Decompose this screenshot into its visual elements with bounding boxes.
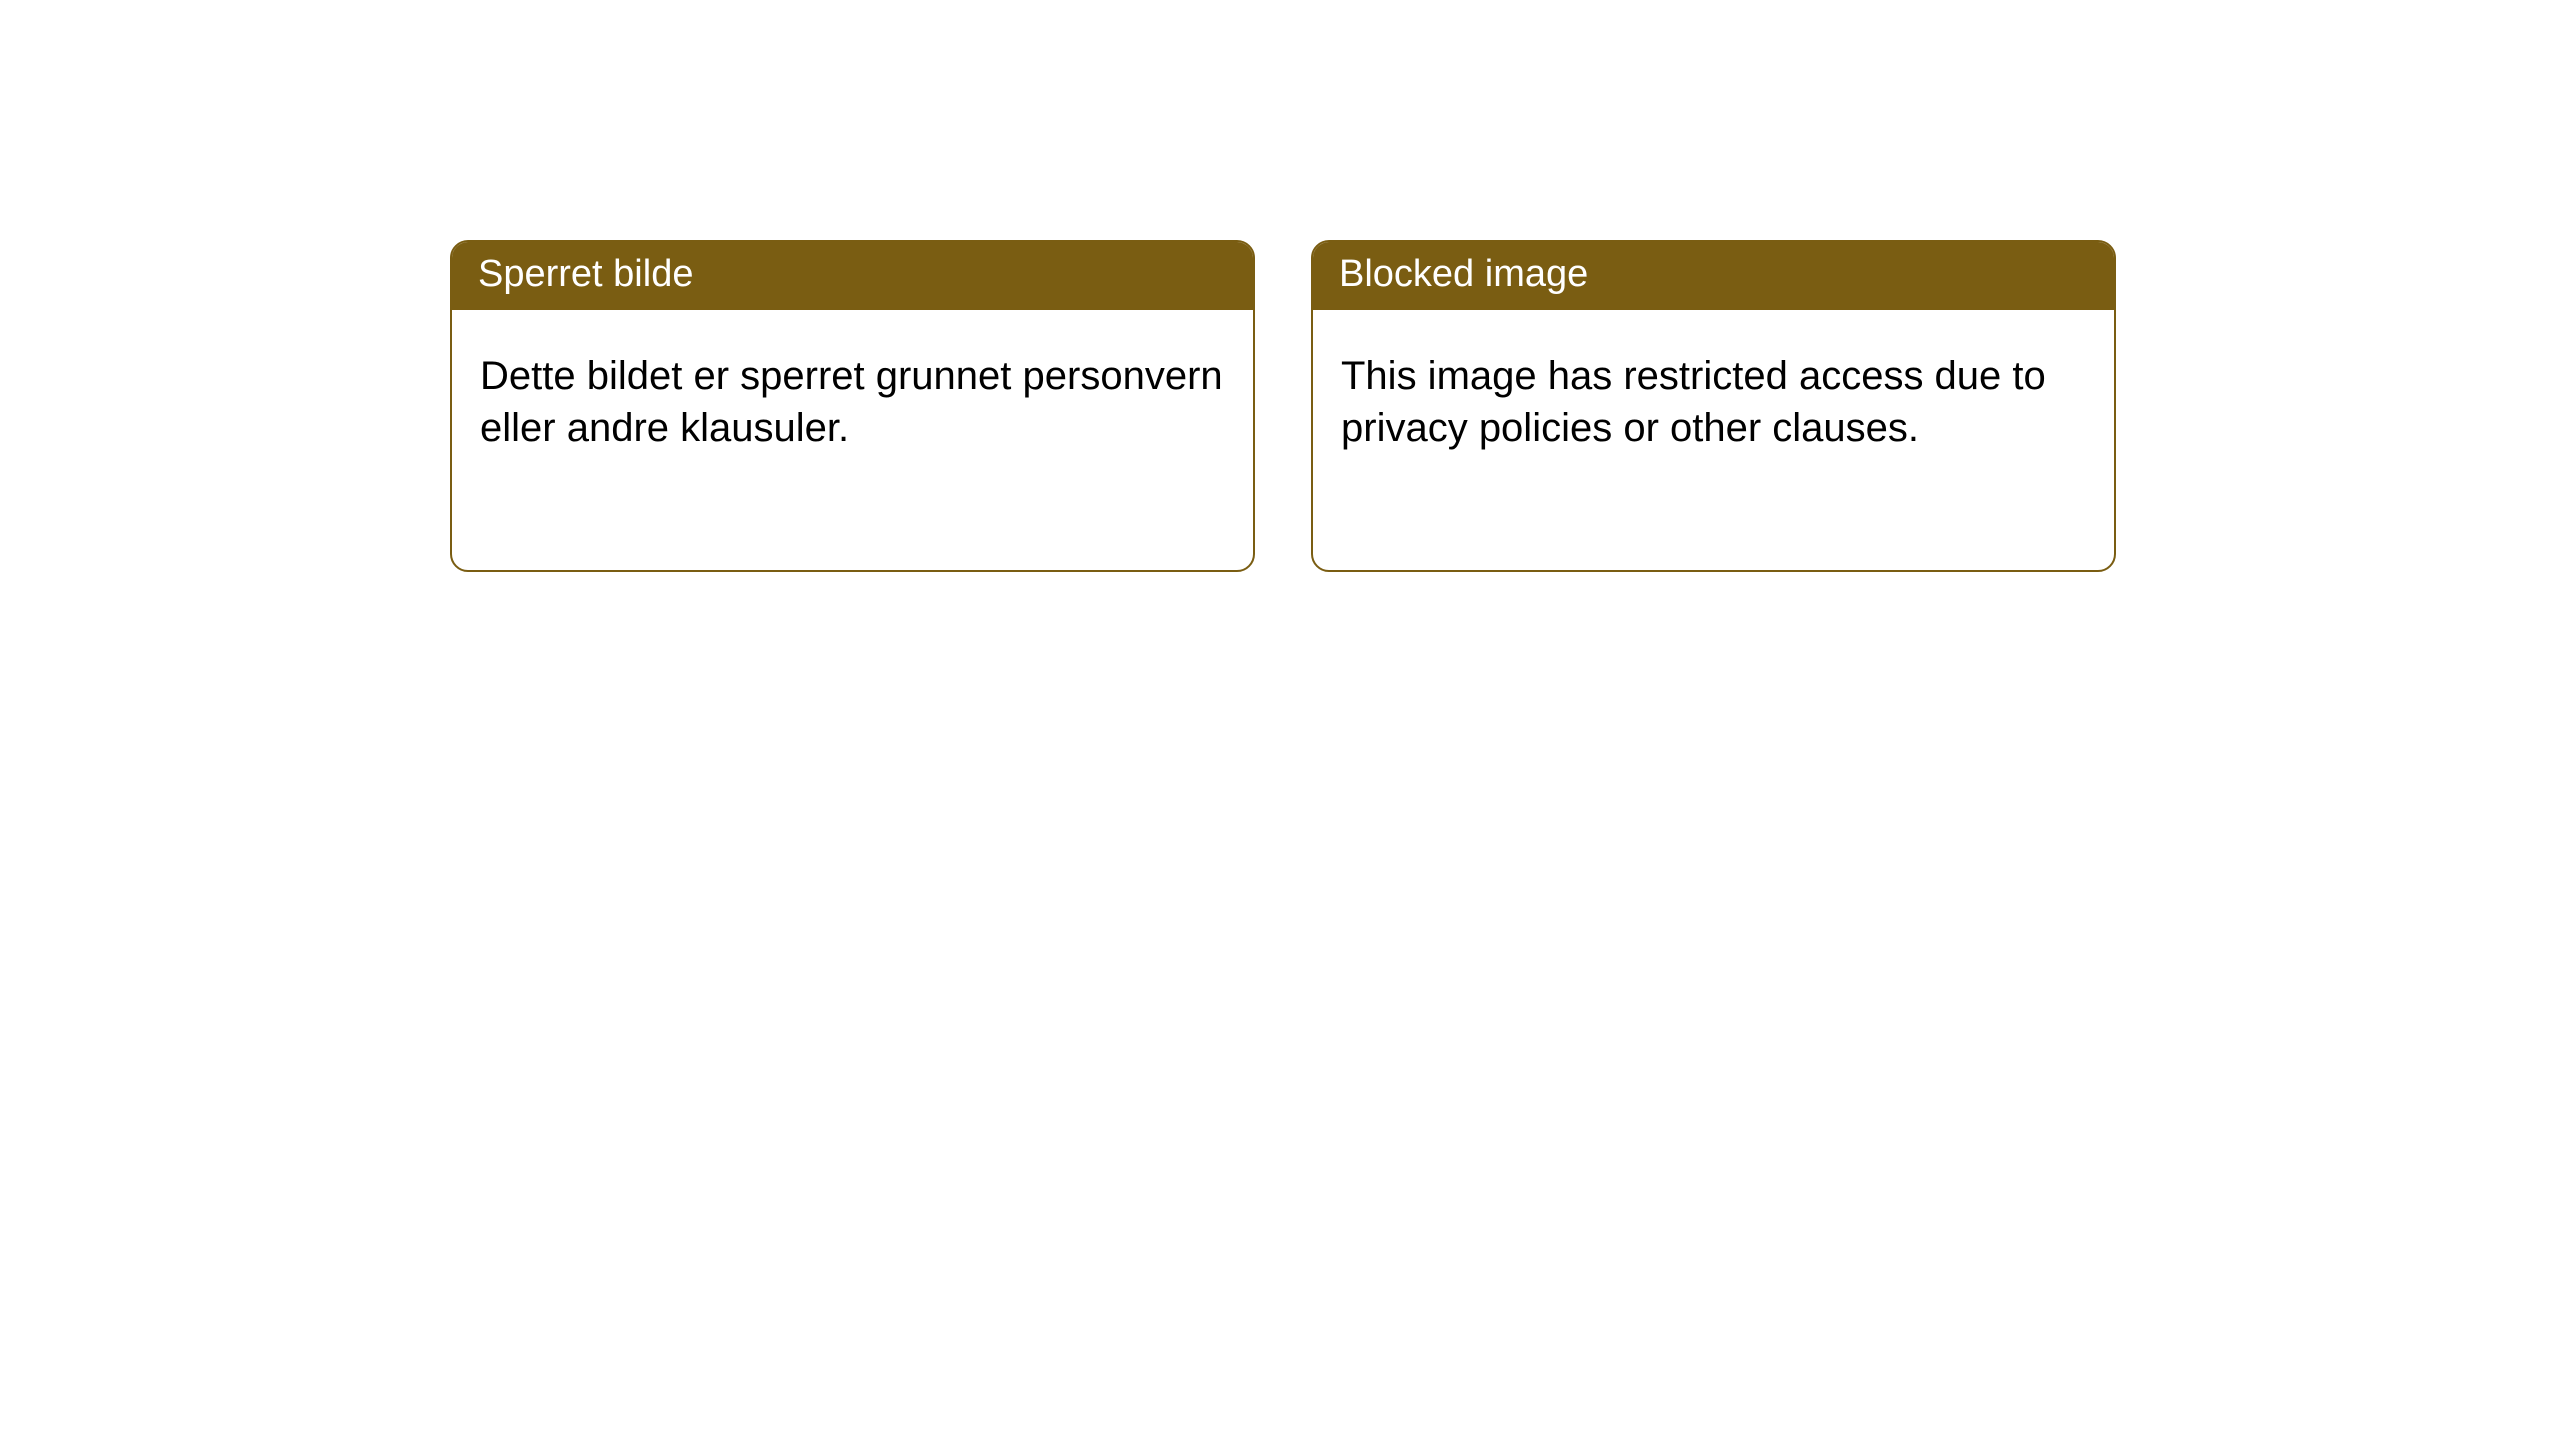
notice-container: Sperret bilde Dette bildet er sperret gr… (0, 0, 2560, 572)
notice-body-norwegian: Dette bildet er sperret grunnet personve… (452, 310, 1253, 570)
notice-body-english: This image has restricted access due to … (1313, 310, 2114, 570)
notice-title-norwegian: Sperret bilde (452, 242, 1253, 310)
notice-card-norwegian: Sperret bilde Dette bildet er sperret gr… (450, 240, 1255, 572)
notice-card-english: Blocked image This image has restricted … (1311, 240, 2116, 572)
notice-title-english: Blocked image (1313, 242, 2114, 310)
